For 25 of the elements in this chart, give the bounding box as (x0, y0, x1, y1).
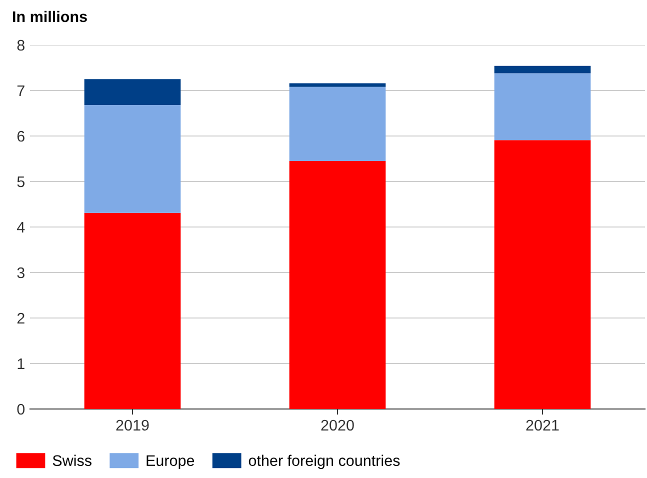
legend-label: Swiss (52, 454, 92, 466)
bar (289, 86, 386, 162)
bar (84, 79, 181, 106)
x-tick-label: 2021 (526, 420, 559, 431)
y-tick-label: 2 (17, 312, 24, 324)
y-tick-label: 8 (17, 40, 24, 51)
y-tick-label: 5 (17, 176, 24, 188)
y-tick-label: 4 (16, 222, 25, 233)
y-tick-label: 6 (17, 130, 24, 142)
bar (84, 105, 181, 213)
bar (289, 83, 386, 87)
y-tick-label: 3 (17, 267, 24, 278)
legend-label: Europe (146, 455, 194, 470)
legend-label: other foreign countries (248, 454, 400, 470)
x-tick-label: 2019 (116, 420, 149, 431)
bar (494, 73, 591, 140)
bar (494, 66, 591, 74)
x-tick-label: 2020 (321, 420, 354, 431)
bar (289, 161, 386, 409)
y-tick-label: 7 (17, 86, 24, 96)
y-tick-label: 1 (18, 358, 24, 370)
bar (84, 212, 181, 409)
bar (494, 140, 591, 409)
chart-title: In millions (13, 10, 87, 22)
y-tick-label: 0 (17, 404, 25, 415)
